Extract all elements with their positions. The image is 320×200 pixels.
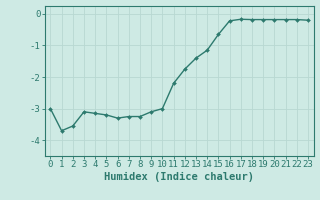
- X-axis label: Humidex (Indice chaleur): Humidex (Indice chaleur): [104, 172, 254, 182]
